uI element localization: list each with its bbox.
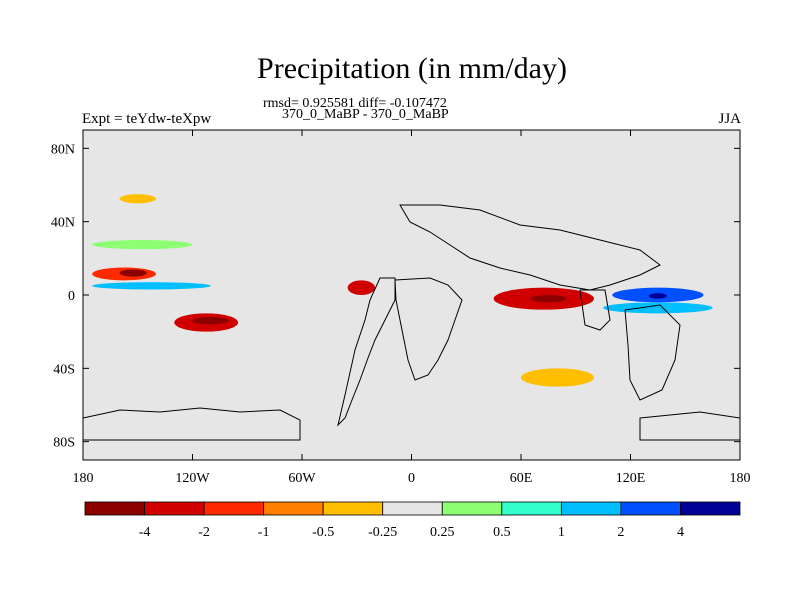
x-tick-label-6: 180: [730, 471, 751, 486]
colorbar-swatch-5: [382, 501, 443, 516]
x-tick-label-2: 60W: [288, 471, 316, 486]
colorbar-label-1: -2: [198, 525, 210, 540]
coastline-australia: [624, 304, 681, 401]
precip-field-2: [92, 282, 211, 290]
colorbar-label-0: -4: [139, 525, 151, 540]
colorbar-label-7: 1: [558, 525, 565, 540]
colorbar-swatch-10: [680, 501, 741, 516]
x-tick-label-5: 120E: [616, 471, 646, 486]
precip-field-5: [347, 280, 375, 295]
precip-field-10: [603, 302, 713, 314]
coastline-americas: [337, 277, 396, 427]
precip-field-1: [119, 269, 147, 277]
precip-field-9: [648, 293, 667, 299]
precip-field-7: [530, 295, 567, 303]
experiment-label: Expt = teYdw-teXpw: [82, 111, 212, 127]
chart-title: Precipitation (in mm/day): [257, 52, 567, 85]
x-tick-label-1: 120W: [175, 471, 210, 486]
stats-line-experiment-period: 370_0_MaBP - 370_0_MaBP: [282, 107, 449, 122]
colorbar-swatch-6: [441, 501, 503, 516]
stats-line-rmsd: rmsd= 0.925581 diff= -0.107472: [263, 96, 447, 111]
colorbar-label-6: 0.5: [493, 525, 511, 540]
coastline-antarctica: [83, 407, 740, 441]
precip-field-4: [192, 317, 229, 325]
x-tick-label-4: 60E: [510, 471, 533, 486]
colorbar-label-3: -0.5: [312, 525, 334, 540]
coastline-se-asia: [579, 289, 611, 331]
colorbar-label-9: 4: [677, 525, 684, 540]
colorbar-swatch-9: [620, 501, 681, 516]
coastline-eurasia: [399, 204, 661, 291]
y-tick-label-4: 80S: [53, 436, 75, 451]
colorbar-swatch-2: [203, 501, 265, 516]
x-tick-label-3: 0: [408, 471, 415, 486]
colorbar-swatch-3: [263, 501, 324, 516]
precip-field-13: [521, 368, 594, 387]
y-tick-label-2: 0: [68, 289, 75, 304]
colorbar-label-8: 2: [617, 525, 624, 540]
season-label: JJA: [718, 111, 741, 127]
colorbar-label-5: 0.25: [430, 525, 455, 540]
colorbar-label-2: -1: [258, 525, 270, 540]
coastline-africa: [394, 277, 463, 381]
colorbar-swatch-7: [501, 501, 562, 516]
y-tick-label-3: 40S: [53, 362, 75, 377]
y-tick-label-1: 40N: [51, 216, 75, 231]
precip-field-11: [92, 240, 193, 250]
colorbar-swatch-8: [560, 501, 622, 516]
colorbar-swatch-1: [144, 501, 205, 516]
colorbar-swatch-0: [84, 501, 145, 516]
x-tick-label-0: 180: [73, 471, 94, 486]
precip-field-12: [119, 194, 156, 204]
colorbar-swatch-4: [322, 501, 384, 516]
y-tick-label-0: 80N: [51, 142, 75, 157]
colorbar-label-4: -0.25: [368, 525, 397, 540]
